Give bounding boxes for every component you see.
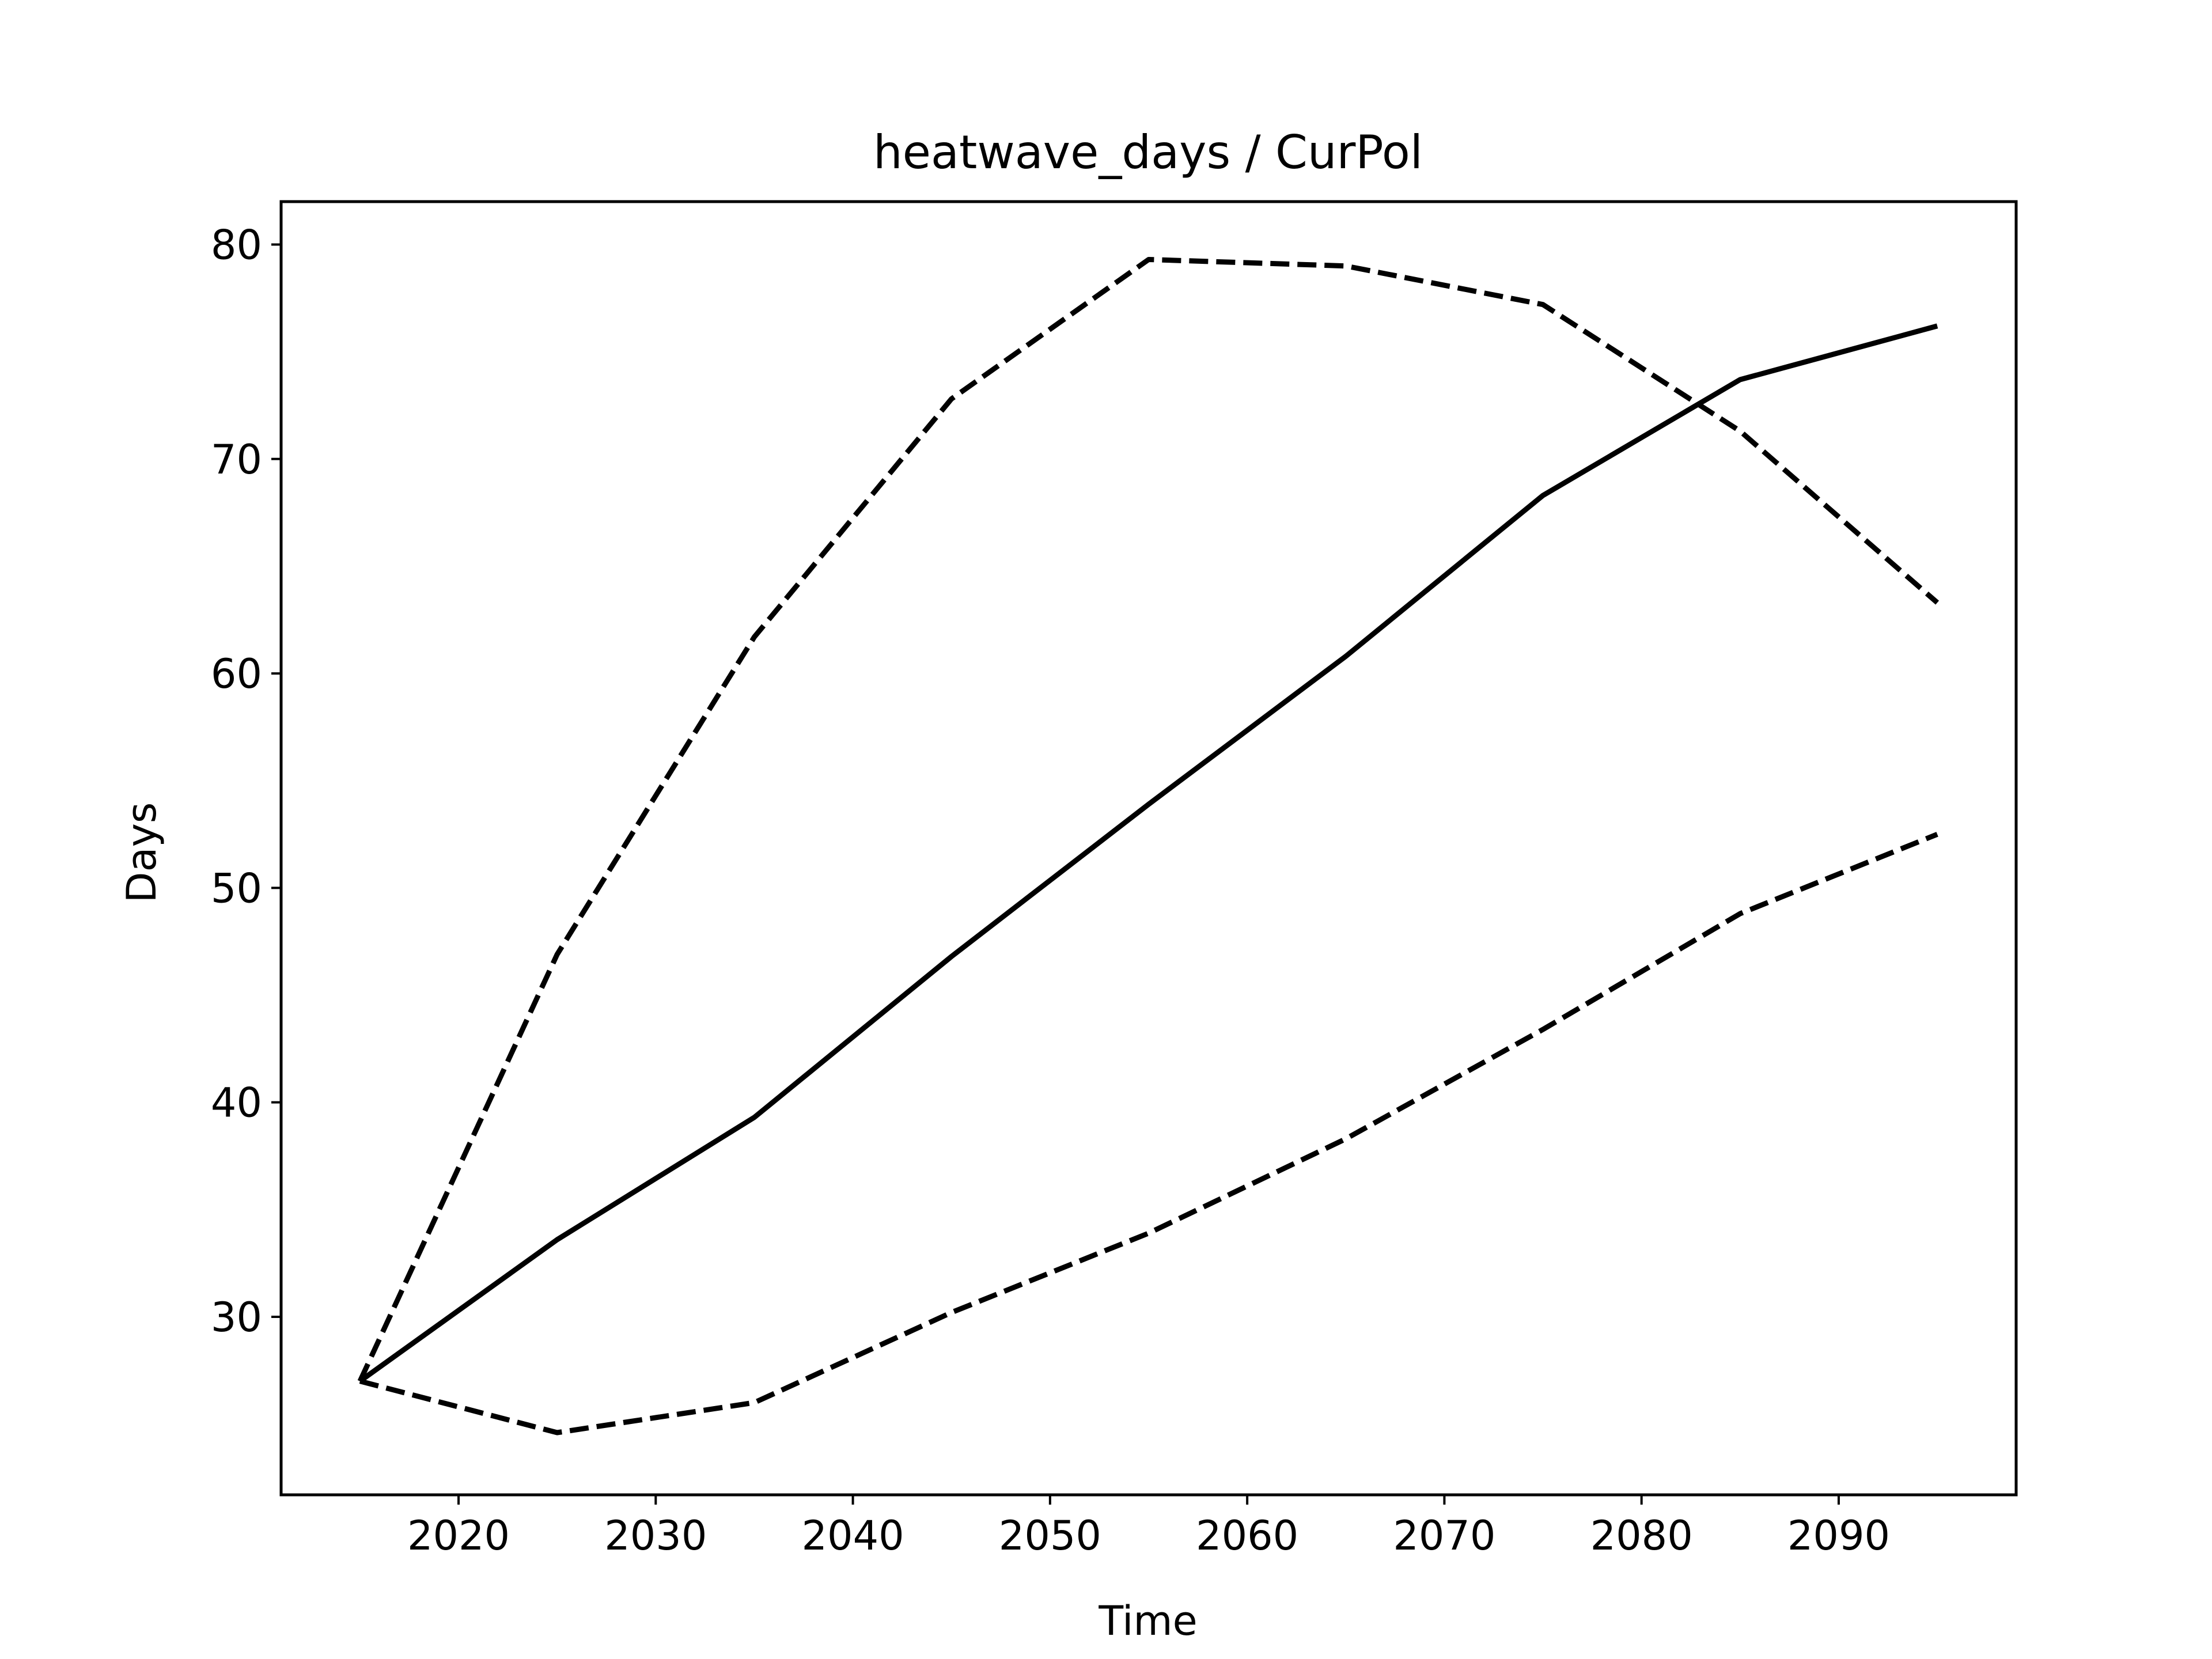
x-tick-label: 2030 <box>604 1512 707 1559</box>
x-tick-label: 2060 <box>1196 1512 1298 1559</box>
x-tick-label: 2040 <box>802 1512 904 1559</box>
y-tick-label: 30 <box>211 1294 262 1341</box>
x-tick-label: 2070 <box>1393 1512 1495 1559</box>
plot-frame <box>279 200 2018 1497</box>
series-line-1 <box>358 323 1938 1384</box>
y-tick-label: 70 <box>211 436 262 483</box>
x-tick-label: 2020 <box>407 1512 510 1559</box>
series-line-2 <box>357 257 1940 1382</box>
x-axis-label: Time <box>1098 1597 1197 1645</box>
y-axis-label: Days <box>118 802 165 903</box>
series-layer <box>357 257 1940 1435</box>
y-tick-label: 60 <box>211 650 262 698</box>
y-tick-label: 40 <box>211 1080 262 1127</box>
x-tick-label: 2090 <box>1787 1512 1890 1559</box>
y-tick-label: 50 <box>211 865 262 912</box>
x-tick-label: 2050 <box>999 1512 1101 1559</box>
y-tick-label: 80 <box>211 221 262 268</box>
x-axis-ticks: 2020 2030 2040 2050 2060 2070 2080 2090 <box>407 1495 1890 1559</box>
plot-area <box>279 200 2018 1497</box>
chart-title: heatwave_days / CurPol <box>873 126 1423 179</box>
x-tick-label: 2080 <box>1590 1512 1693 1559</box>
y-axis-ticks: 30 40 50 60 70 80 <box>211 221 281 1341</box>
series-line-3 <box>359 832 1938 1435</box>
